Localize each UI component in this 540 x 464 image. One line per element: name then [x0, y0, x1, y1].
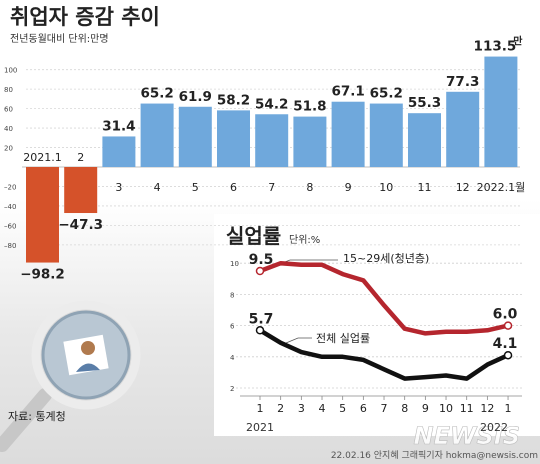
category-label: 3 — [115, 181, 122, 194]
line-point — [503, 350, 513, 360]
credit-line: 22.02.16 안지혜 그래픽기자 hokma@newsis.com — [331, 449, 538, 461]
bar-value-label: 77.3 — [446, 74, 479, 90]
y-tick-label: 10 — [230, 260, 239, 268]
source-note: 자료: 통계청 — [8, 410, 66, 423]
y-tick-label: 100 — [4, 67, 17, 75]
youth-series-label: 15~29세(청년층) — [343, 252, 429, 265]
year-label-2022: 2022 — [480, 421, 508, 434]
unemployment-title: 실업률 — [226, 224, 281, 248]
overall-series-label: 전체 실업률 — [316, 332, 370, 345]
bar-value-label: 65.2 — [140, 86, 173, 102]
x-tick-label: 1 — [257, 402, 264, 415]
bar-value-label: 51.8 — [293, 99, 326, 115]
y-tick-label: –80 — [4, 242, 16, 250]
line-value-label: 6.0 — [493, 307, 518, 323]
y-tick-label: –20 — [4, 183, 16, 191]
x-tick-label: 4 — [319, 402, 326, 415]
x-tick-label: 7 — [381, 402, 388, 415]
y-tick-label: 80 — [4, 86, 13, 94]
bar-value-label: 55.3 — [408, 95, 441, 111]
page-title: 취업자 증감 추이 — [10, 5, 160, 29]
overall-leader-line — [285, 337, 312, 344]
category-label: 12 — [456, 181, 470, 194]
line-point — [503, 321, 513, 330]
x-tick-label: 10 — [439, 402, 453, 415]
bar — [446, 91, 480, 167]
bar — [331, 101, 365, 167]
line-value-label: 4.1 — [493, 336, 518, 352]
magnifier-icon — [0, 300, 141, 452]
y-tick-label: 6 — [230, 323, 235, 331]
youth-line — [257, 260, 511, 336]
bar-value-label: 61.9 — [179, 89, 212, 105]
x-tick-label: 6 — [360, 402, 367, 415]
bar-value-label: 54.2 — [255, 96, 288, 112]
x-tick-label: 1 — [505, 402, 512, 415]
bar — [140, 103, 174, 167]
bar — [369, 103, 403, 167]
line-value-label: 5.7 — [249, 311, 274, 327]
y-tick-label: 2 — [230, 385, 234, 393]
category-label: 5 — [192, 181, 199, 194]
category-label: 11 — [418, 181, 432, 194]
x-tick-label: 8 — [401, 402, 408, 415]
category-label: 2021.1 — [23, 151, 62, 164]
category-label: 2022.1월 — [477, 181, 526, 194]
bar-value-label: 65.2 — [370, 86, 403, 102]
unemployment-panel — [214, 214, 540, 436]
x-tick-label: 12 — [480, 402, 494, 415]
overall-line — [257, 328, 511, 381]
bar-value-unit: 만 — [513, 35, 523, 48]
category-label: 9 — [345, 181, 352, 194]
bar-value-label: −98.2 — [20, 267, 65, 283]
watermark-logo: NEWSIS — [414, 422, 520, 450]
category-label: 7 — [268, 181, 275, 194]
y-tick-label: 4 — [230, 354, 235, 362]
bar — [64, 167, 98, 214]
year-label-2021: 2021 — [246, 421, 274, 434]
category-label: 4 — [154, 181, 161, 194]
category-label: 8 — [306, 181, 313, 194]
bar — [293, 116, 327, 167]
y-tick-label: 8 — [230, 291, 234, 299]
bar-value-label: 67.1 — [331, 84, 364, 100]
y-tick-label: 20 — [4, 145, 13, 153]
bar — [408, 113, 441, 167]
bar — [26, 167, 59, 263]
x-tick-label: 5 — [339, 402, 346, 415]
x-tick-label: 3 — [298, 402, 305, 415]
category-label: 10 — [379, 181, 393, 194]
line-point — [255, 326, 265, 335]
bar-value-label: 113.5 — [474, 39, 517, 55]
bar-value-label: 31.4 — [102, 118, 135, 134]
y-tick-label: –60 — [4, 222, 16, 230]
unemployment-unit: 단위:% — [289, 233, 320, 246]
chart-subtitle: 전년동월대비 단위:만명 — [10, 32, 109, 45]
category-label: 6 — [230, 181, 237, 194]
bar — [217, 110, 250, 167]
bar — [255, 114, 289, 167]
bar — [178, 106, 212, 167]
line-point — [255, 266, 265, 276]
y-tick-label: –40 — [4, 203, 16, 211]
y-tick-label: 60 — [4, 106, 13, 114]
category-label: 2 — [77, 151, 84, 164]
bar — [102, 136, 136, 167]
bar — [484, 56, 518, 167]
y-tick-label: 40 — [4, 125, 13, 133]
bar-value-label: 58.2 — [217, 92, 250, 108]
x-tick-label: 2 — [277, 402, 284, 415]
x-tick-label: 9 — [422, 402, 429, 415]
bar-value-label: −47.3 — [58, 217, 103, 233]
x-tick-label: 11 — [460, 402, 474, 415]
line-value-label: 9.5 — [249, 252, 274, 268]
